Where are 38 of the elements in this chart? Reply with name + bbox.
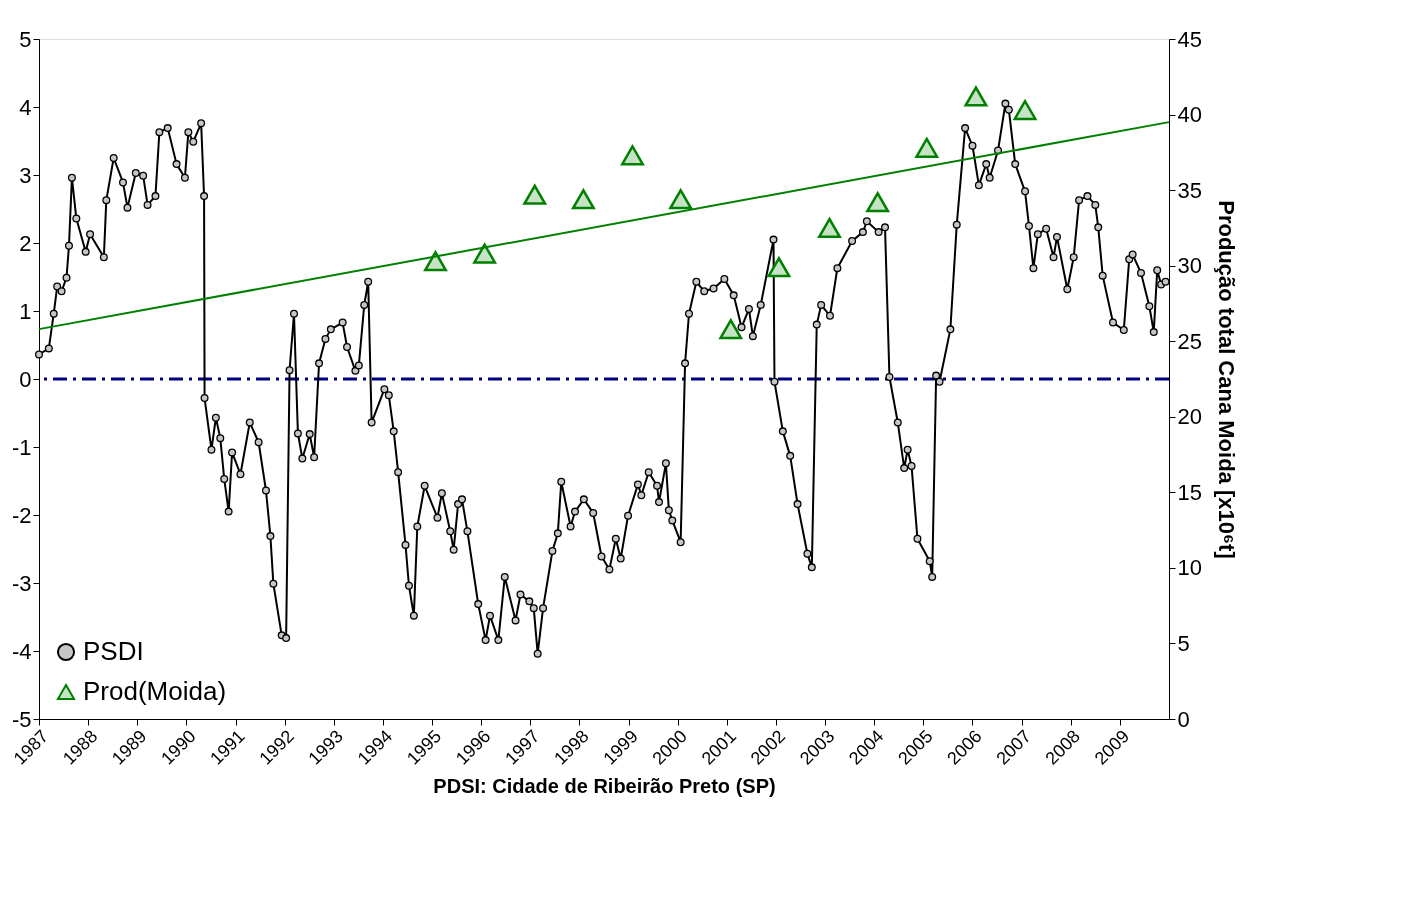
y2-tick-label: 20 bbox=[1177, 404, 1202, 430]
y-tick-label: 2 bbox=[19, 230, 32, 256]
y-tick-label: -3 bbox=[11, 570, 32, 596]
point bbox=[1013, 99, 1037, 121]
legend-label: Prod(Moida) bbox=[83, 676, 227, 706]
point bbox=[621, 145, 644, 166]
point bbox=[719, 319, 743, 340]
y2-tick-label: 25 bbox=[1177, 328, 1202, 354]
point bbox=[915, 137, 939, 158]
y-tick-label: -5 bbox=[11, 706, 32, 732]
y-tick-label: 3 bbox=[19, 162, 32, 188]
y-tick-label: 0 bbox=[19, 366, 32, 392]
y-tick-label: 5 bbox=[19, 26, 32, 52]
y-tick-label: -4 bbox=[11, 638, 32, 664]
y2-tick-label: 40 bbox=[1177, 102, 1202, 128]
y2-tick-label: 15 bbox=[1177, 479, 1202, 505]
point bbox=[571, 189, 595, 210]
point bbox=[964, 86, 988, 107]
point bbox=[473, 243, 497, 264]
point bbox=[423, 251, 447, 272]
y2-tick-label: 45 bbox=[1177, 26, 1202, 52]
y2-tick-label: 35 bbox=[1177, 177, 1202, 203]
y2-tick-label: 5 bbox=[1177, 630, 1190, 656]
y2-tick-label: 30 bbox=[1177, 253, 1202, 279]
y2-tick-label: 10 bbox=[1177, 555, 1202, 581]
y-tick-label: -1 bbox=[11, 434, 32, 460]
point bbox=[523, 184, 547, 205]
point bbox=[669, 189, 693, 210]
y-tick-label: 4 bbox=[19, 94, 32, 120]
y2-axis-title: Produção total Cana Moida [x10⁶t] bbox=[1213, 200, 1239, 559]
y2-tick-label: 0 bbox=[1177, 706, 1190, 732]
x-axis-title: PDSI: Cidade de Ribeirão Preto (SP) bbox=[433, 774, 776, 797]
y-tick-label: -2 bbox=[11, 502, 32, 528]
point bbox=[767, 257, 791, 278]
point bbox=[866, 192, 890, 213]
y-tick-label: 1 bbox=[19, 298, 32, 324]
legend-label: PSDI bbox=[83, 636, 144, 666]
point bbox=[818, 217, 842, 239]
